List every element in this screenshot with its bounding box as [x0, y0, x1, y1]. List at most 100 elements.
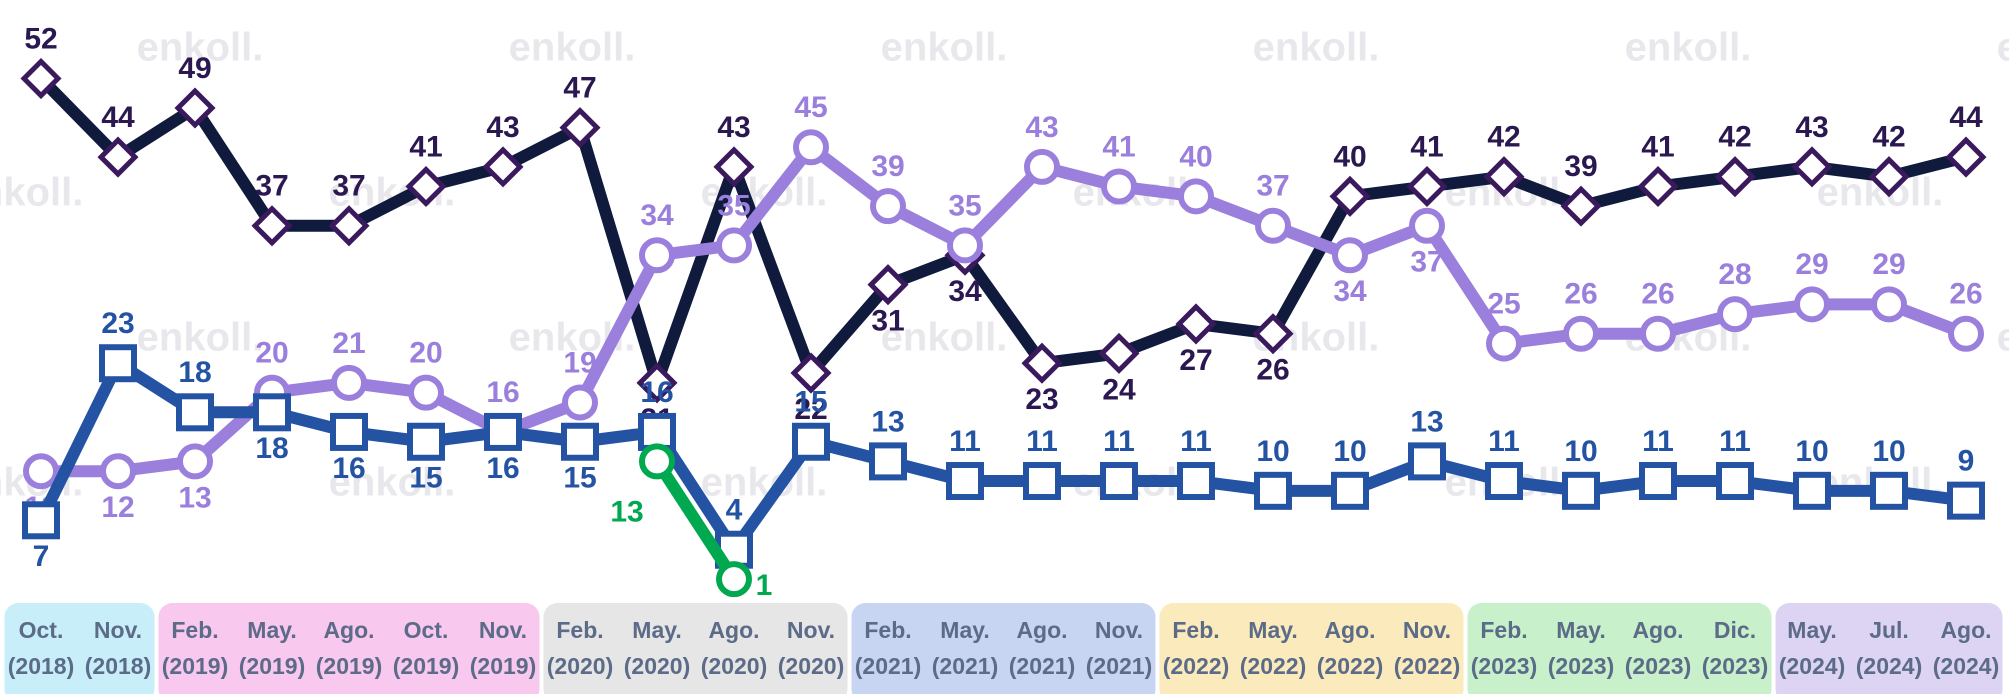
value-label: 12 — [101, 491, 134, 524]
value-label: 39 — [871, 150, 904, 183]
square-marker — [1023, 462, 1061, 501]
value-label: 19 — [563, 346, 596, 379]
watermark: enkoll. — [1253, 26, 1380, 70]
circle-marker — [23, 453, 59, 490]
x-tick-label: Ago. (2024) — [1933, 617, 1999, 679]
diamond-marker — [251, 205, 293, 247]
category-band — [543, 603, 848, 694]
value-label: 26 — [1564, 278, 1597, 311]
square-marker — [176, 393, 214, 432]
value-label: 29 — [1872, 248, 1905, 281]
circle-marker — [1871, 286, 1907, 323]
diamond-marker — [1175, 303, 1217, 345]
square-marker — [253, 393, 291, 432]
value-label: 41 — [1641, 130, 1674, 163]
value-label: 26 — [1949, 278, 1982, 311]
value-label: 9 — [1958, 445, 1975, 478]
diamond-marker — [1791, 146, 1833, 188]
diamond-marker — [559, 107, 601, 149]
diamond-marker — [20, 57, 62, 100]
watermark: enkoll. — [137, 26, 264, 70]
x-tick-label: Ago. (2023) — [1625, 617, 1691, 679]
x-tick-label: Nov. (2019) — [470, 617, 536, 679]
circle-marker — [1178, 178, 1214, 215]
value-label: 20 — [255, 337, 288, 370]
value-label: 13 — [1410, 405, 1443, 438]
watermark: enkoll. — [701, 461, 828, 505]
x-tick-label: Feb. (2020) — [547, 617, 613, 679]
diamond-marker — [328, 205, 370, 247]
value-label: 35 — [948, 189, 981, 222]
watermark: enkoll. — [881, 26, 1008, 70]
value-label: 35 — [717, 189, 750, 222]
category-band — [158, 603, 540, 694]
value-label: 43 — [486, 111, 519, 144]
value-label: 10 — [1564, 435, 1597, 468]
diamond-marker — [1483, 156, 1525, 198]
value-label: 47 — [563, 72, 596, 105]
circle-marker — [1948, 315, 1984, 352]
value-label: 25 — [1487, 288, 1520, 321]
circle-marker — [331, 364, 367, 401]
square-marker — [22, 501, 60, 540]
value-label: 23 — [1025, 383, 1058, 416]
watermark: enkoll. — [137, 316, 264, 360]
series-line — [651, 458, 740, 583]
diamond-marker — [867, 264, 909, 306]
square-marker — [946, 462, 984, 501]
circle-marker — [716, 561, 752, 598]
value-label: 39 — [1564, 150, 1597, 183]
square-marker — [407, 422, 445, 461]
value-label: 11 — [1103, 425, 1135, 458]
circle-marker — [1409, 207, 1445, 244]
value-label: 26 — [1641, 278, 1674, 311]
diamond-marker — [1714, 156, 1756, 198]
x-tick-label: Feb. (2019) — [162, 617, 228, 679]
value-label: 13 — [871, 405, 904, 438]
x-tick-label: Oct. (2018) — [8, 617, 74, 679]
value-label: 34 — [948, 275, 982, 308]
value-label: 34 — [1333, 275, 1367, 308]
square-marker — [1639, 462, 1677, 501]
category-band — [1159, 603, 1464, 694]
diamond-marker — [97, 136, 139, 178]
value-label: 20 — [409, 337, 442, 370]
value-label: 44 — [101, 101, 135, 134]
diamond-marker — [1560, 185, 1602, 227]
watermark: enkoll. — [509, 26, 636, 70]
value-label: 44 — [1949, 101, 1983, 134]
value-label: 13 — [178, 481, 211, 514]
value-label: 13 — [610, 495, 643, 528]
x-tick-label: May. (2020) — [624, 617, 690, 679]
value-label: 31 — [871, 305, 904, 338]
value-label: 40 — [1179, 140, 1212, 173]
value-label: 16 — [640, 376, 673, 409]
circle-marker — [562, 384, 598, 421]
value-label: 37 — [255, 170, 288, 203]
value-label: 29 — [1795, 248, 1828, 281]
value-label: 52 — [24, 22, 57, 55]
value-label: 16 — [486, 452, 519, 485]
square-marker — [1485, 462, 1523, 501]
square-marker — [484, 412, 522, 451]
diamond-marker — [405, 165, 447, 208]
value-label: 24 — [1102, 373, 1136, 406]
diamond-marker — [1637, 165, 1679, 208]
x-tick-label: May. (2022) — [1240, 617, 1306, 679]
value-label: 7 — [33, 540, 50, 573]
diamond-marker — [1252, 313, 1294, 355]
value-label: 15 — [409, 462, 442, 495]
circle-marker — [1717, 296, 1753, 333]
x-tick-label: May. (2023) — [1548, 617, 1614, 679]
value-label: 16 — [332, 452, 365, 485]
circle-marker — [1640, 315, 1676, 352]
x-tick-label: Ago. (2022) — [1317, 617, 1383, 679]
x-tick-label: Feb. (2021) — [855, 617, 921, 679]
circle-marker — [177, 443, 213, 480]
value-label: 23 — [101, 307, 134, 340]
value-label: 15 — [563, 462, 596, 495]
x-tick-label: May. (2019) — [239, 617, 305, 679]
value-label: 10 — [1333, 435, 1366, 468]
circle-marker — [1101, 168, 1137, 205]
x-tick-label: Nov. (2022) — [1394, 617, 1460, 679]
